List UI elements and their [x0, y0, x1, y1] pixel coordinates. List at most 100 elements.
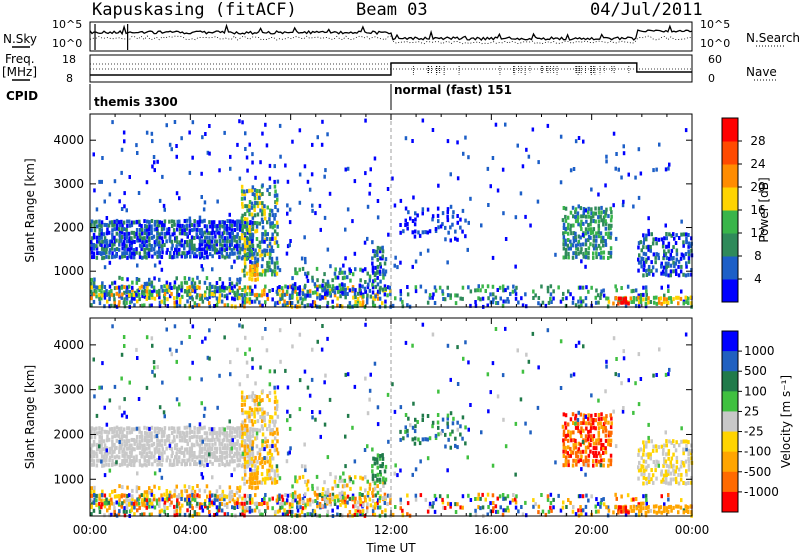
- velocity-cell: [98, 493, 101, 498]
- velocity-cell: [378, 496, 382, 500]
- power-cell: [480, 223, 483, 228]
- velocity-cell: [173, 513, 176, 518]
- velocity-cell: [106, 508, 109, 513]
- power-cell: [268, 241, 272, 246]
- velocity-cell: [220, 508, 224, 513]
- velocity-cell: [148, 501, 152, 505]
- velocity-cell: [241, 476, 244, 481]
- velocity-cell: [233, 429, 236, 434]
- velocity-cell: [233, 435, 237, 439]
- velocity-cell: [311, 499, 315, 504]
- velocity-cell: [103, 498, 106, 503]
- velocity-cell: [273, 369, 276, 374]
- velocity-cell: [641, 464, 645, 469]
- power-cell: [151, 254, 154, 259]
- velocity-cell: [253, 410, 256, 415]
- power-cell: [637, 295, 640, 300]
- power-cell: [115, 247, 119, 251]
- power-cell: [673, 264, 676, 269]
- power-cell: [316, 135, 319, 140]
- power-cell: [246, 221, 249, 226]
- power-cell: [188, 292, 192, 297]
- power-cell: [153, 251, 157, 256]
- power-cell: [640, 293, 643, 297]
- velocity-cell: [156, 426, 159, 431]
- velocity-cell: [95, 503, 98, 508]
- power-cell: [536, 199, 540, 204]
- power-cell: [436, 206, 440, 211]
- power-cell: [351, 285, 355, 290]
- power-cell: [331, 287, 334, 292]
- power-cell: [371, 300, 375, 305]
- power-cell: [590, 187, 593, 192]
- power-cell: [456, 176, 460, 181]
- velocity-cell: [240, 440, 244, 445]
- power-cell: [353, 303, 357, 308]
- velocity-cell: [291, 502, 294, 507]
- power-cell: [233, 251, 236, 256]
- velocity-cell: [259, 365, 262, 370]
- velocity-cell: [156, 442, 159, 447]
- power-cell: [491, 300, 495, 305]
- velocity-cell: [669, 504, 672, 509]
- power-cell: [339, 267, 342, 272]
- velocity-cell: [90, 512, 93, 517]
- power-cell: [185, 280, 189, 285]
- power-cell: [168, 255, 172, 259]
- velocity-cell: [258, 502, 261, 506]
- power-cell: [685, 232, 688, 237]
- velocity-cell: [615, 496, 618, 501]
- power-cell: [255, 228, 259, 233]
- power-cell: [564, 218, 568, 223]
- power-cell: [225, 227, 229, 232]
- power-cell: [619, 296, 622, 301]
- velocity-cell: [148, 443, 151, 448]
- power-cell: [183, 280, 187, 285]
- power-cell: [575, 246, 578, 251]
- velocity-cell: [276, 509, 280, 514]
- velocity-cell: [569, 373, 573, 378]
- velocity-cell: [604, 428, 608, 433]
- power-cell: [371, 268, 375, 273]
- power-cell: [138, 238, 141, 243]
- velocity-cell: [243, 469, 247, 474]
- velocity-cell: [230, 489, 234, 494]
- power-cell: [363, 240, 367, 245]
- power-cell: [236, 255, 239, 260]
- velocity-cell: [338, 491, 342, 496]
- power-cell: [179, 240, 182, 245]
- power-cell: [365, 300, 369, 305]
- velocity-cell: [376, 457, 379, 462]
- power-cell: [118, 289, 121, 294]
- velocity-cell: [361, 493, 364, 497]
- velocity-cell: [647, 472, 651, 477]
- power-cell: [261, 303, 264, 308]
- velocity-cell: [141, 502, 144, 507]
- power-cell: [261, 269, 265, 274]
- velocity-cell: [607, 430, 611, 435]
- power-cell: [178, 231, 182, 236]
- velocity-cell: [259, 415, 262, 419]
- velocity-cell: [93, 435, 97, 440]
- velocity-cell: [208, 510, 211, 514]
- velocity-cell: [111, 443, 114, 448]
- power-cell: [155, 227, 159, 231]
- power-cell: [108, 250, 111, 255]
- velocity-cell: [566, 451, 570, 456]
- velocity-cell: [336, 512, 339, 517]
- power-cell: [675, 257, 678, 262]
- velocity-cell: [404, 413, 408, 417]
- power-cell: [138, 232, 141, 237]
- velocity-cell: [200, 461, 204, 466]
- velocity-cell: [579, 412, 583, 417]
- power-cell: [339, 287, 342, 292]
- power-cell: [241, 192, 244, 197]
- velocity-colorbar-label: Velocity [m s⁻¹]: [779, 375, 793, 468]
- velocity-cell: [221, 438, 224, 443]
- velocity-cell: [571, 509, 575, 514]
- power-cell: [216, 224, 219, 228]
- velocity-cell: [255, 427, 259, 432]
- power-cell: [690, 301, 693, 306]
- velocity-cell: [107, 500, 111, 505]
- power-cell: [246, 240, 249, 245]
